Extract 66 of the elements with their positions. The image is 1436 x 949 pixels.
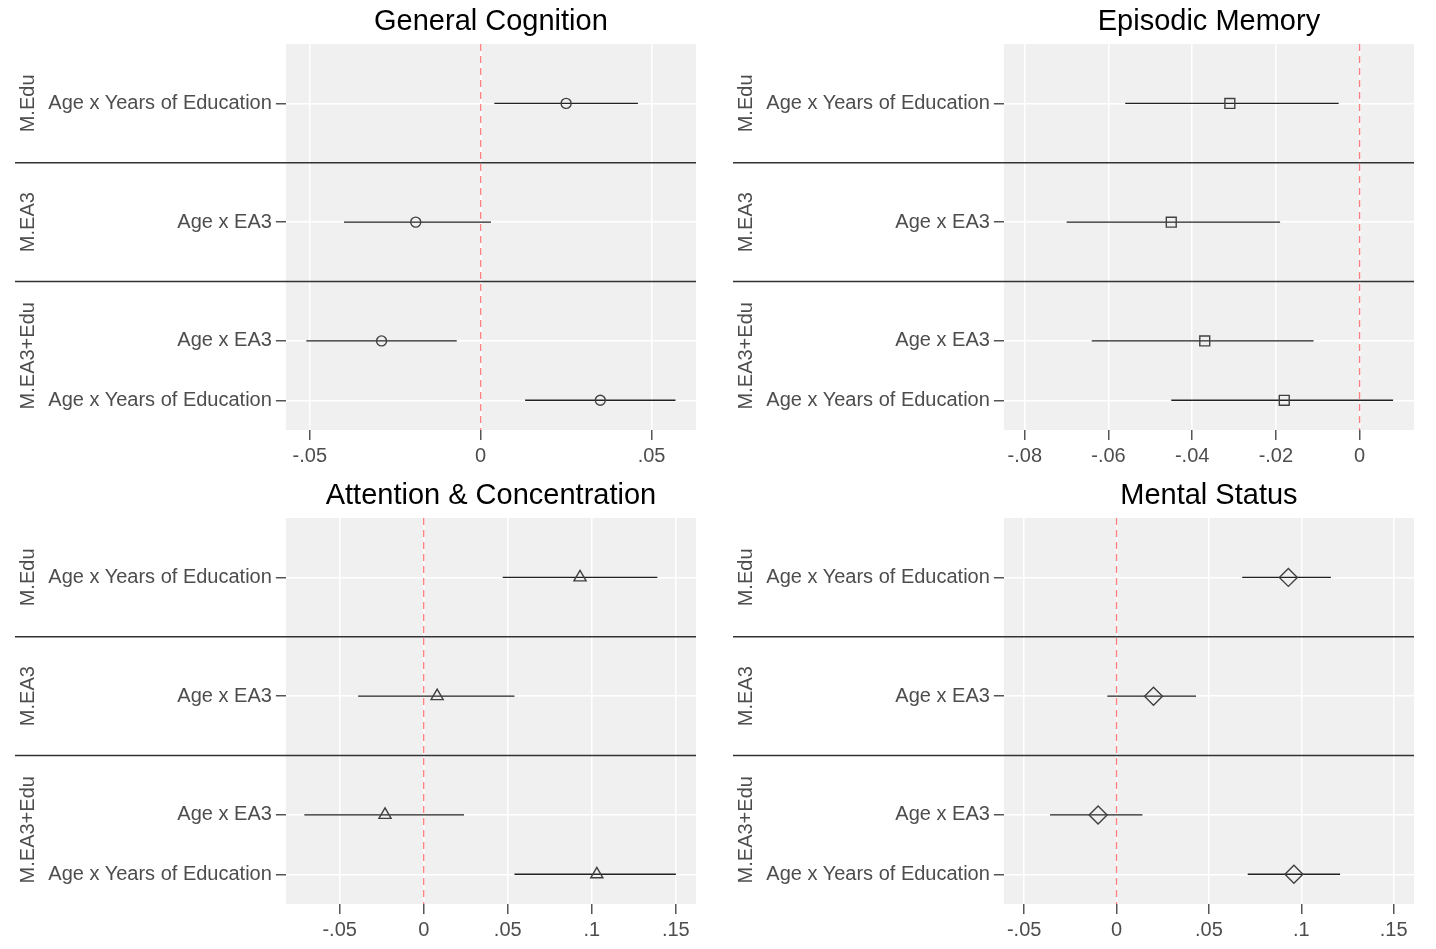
x-tick-label: 0 [1354, 443, 1366, 466]
point [378, 807, 392, 820]
x-tick-label: 0 [475, 443, 487, 466]
point [590, 866, 604, 879]
text: M.Edu [15, 74, 38, 133]
point [1143, 686, 1164, 706]
point [375, 335, 388, 347]
point [1088, 805, 1108, 825]
point [560, 97, 572, 110]
y-tick-label: Age x Years of Education [48, 861, 272, 884]
x-tick-label: .05 [493, 917, 522, 940]
y-tick-label: Age x EA3 [177, 328, 272, 351]
y-tick-label: Age x Years of Education [48, 564, 272, 587]
x-tick-label: .05 [637, 443, 666, 466]
point [410, 216, 422, 228]
text: M.EA3 [733, 192, 756, 253]
point [594, 394, 606, 407]
x-tick-label: -.06 [1091, 443, 1126, 466]
y-tick-label: Age x EA3 [895, 209, 990, 232]
text: M.Edu [733, 74, 756, 133]
x-tick-label: .05 [1195, 917, 1223, 940]
point [1224, 97, 1236, 110]
text: M.EA3+Edu [15, 302, 38, 410]
y-tick-label: Age x EA3 [177, 209, 272, 232]
y-tick-label: Age x Years of Education [766, 564, 990, 587]
y-tick-label: Age x EA3 [895, 683, 990, 706]
point [1278, 394, 1290, 406]
x-tick-label: -.05 [322, 917, 357, 940]
x-tick-label: .15 [661, 917, 690, 940]
text: M.EA3 [15, 666, 38, 727]
x-tick-label: .1 [1292, 917, 1310, 940]
y-tick-label: Age x Years of Education [766, 387, 990, 410]
y-tick-label: Age x Years of Education [48, 387, 272, 410]
x-tick-label: -.05 [292, 443, 328, 466]
y-tick-label: Age x Years of Education [766, 861, 990, 884]
x-tick-label: -.08 [1007, 443, 1043, 466]
x-tick-label: .15 [1379, 917, 1408, 940]
text: M.EA3+Edu [15, 776, 38, 884]
x-tick-label: -.04 [1174, 443, 1210, 466]
x-tick-label: .1 [583, 917, 601, 940]
y-tick-label: Age x EA3 [177, 802, 272, 825]
y-tick-label: Age x Years of Education [766, 90, 990, 113]
text: M.Edu [733, 548, 756, 607]
point [430, 688, 444, 701]
y-tick-label: Age x EA3 [177, 683, 272, 706]
point [1165, 216, 1177, 228]
point [573, 569, 587, 582]
point [1284, 864, 1304, 885]
text: M.EA3 [733, 666, 756, 727]
x-tick-label: -.02 [1258, 443, 1294, 466]
chart-title: Attention & Concentration [325, 478, 657, 510]
chart-title: General Cognition [374, 4, 608, 36]
y-tick-label: Age x EA3 [895, 328, 990, 351]
x-tick-label: -.05 [1006, 917, 1042, 940]
text: M.EA3 [15, 192, 38, 253]
y-tick-label: Age x EA3 [895, 802, 990, 825]
y-tick-label: Age x Years of Education [48, 90, 272, 113]
x-tick-label: 0 [418, 917, 430, 940]
point [1199, 335, 1211, 347]
text: M.EA3+Edu [733, 776, 756, 884]
x-tick-label: 0 [1110, 917, 1123, 940]
chart-title: Mental Status [1120, 478, 1298, 510]
text: M.EA3+Edu [733, 302, 756, 410]
point [1278, 567, 1299, 588]
chart-title: Episodic Memory [1097, 4, 1321, 36]
text: M.Edu [15, 548, 38, 607]
